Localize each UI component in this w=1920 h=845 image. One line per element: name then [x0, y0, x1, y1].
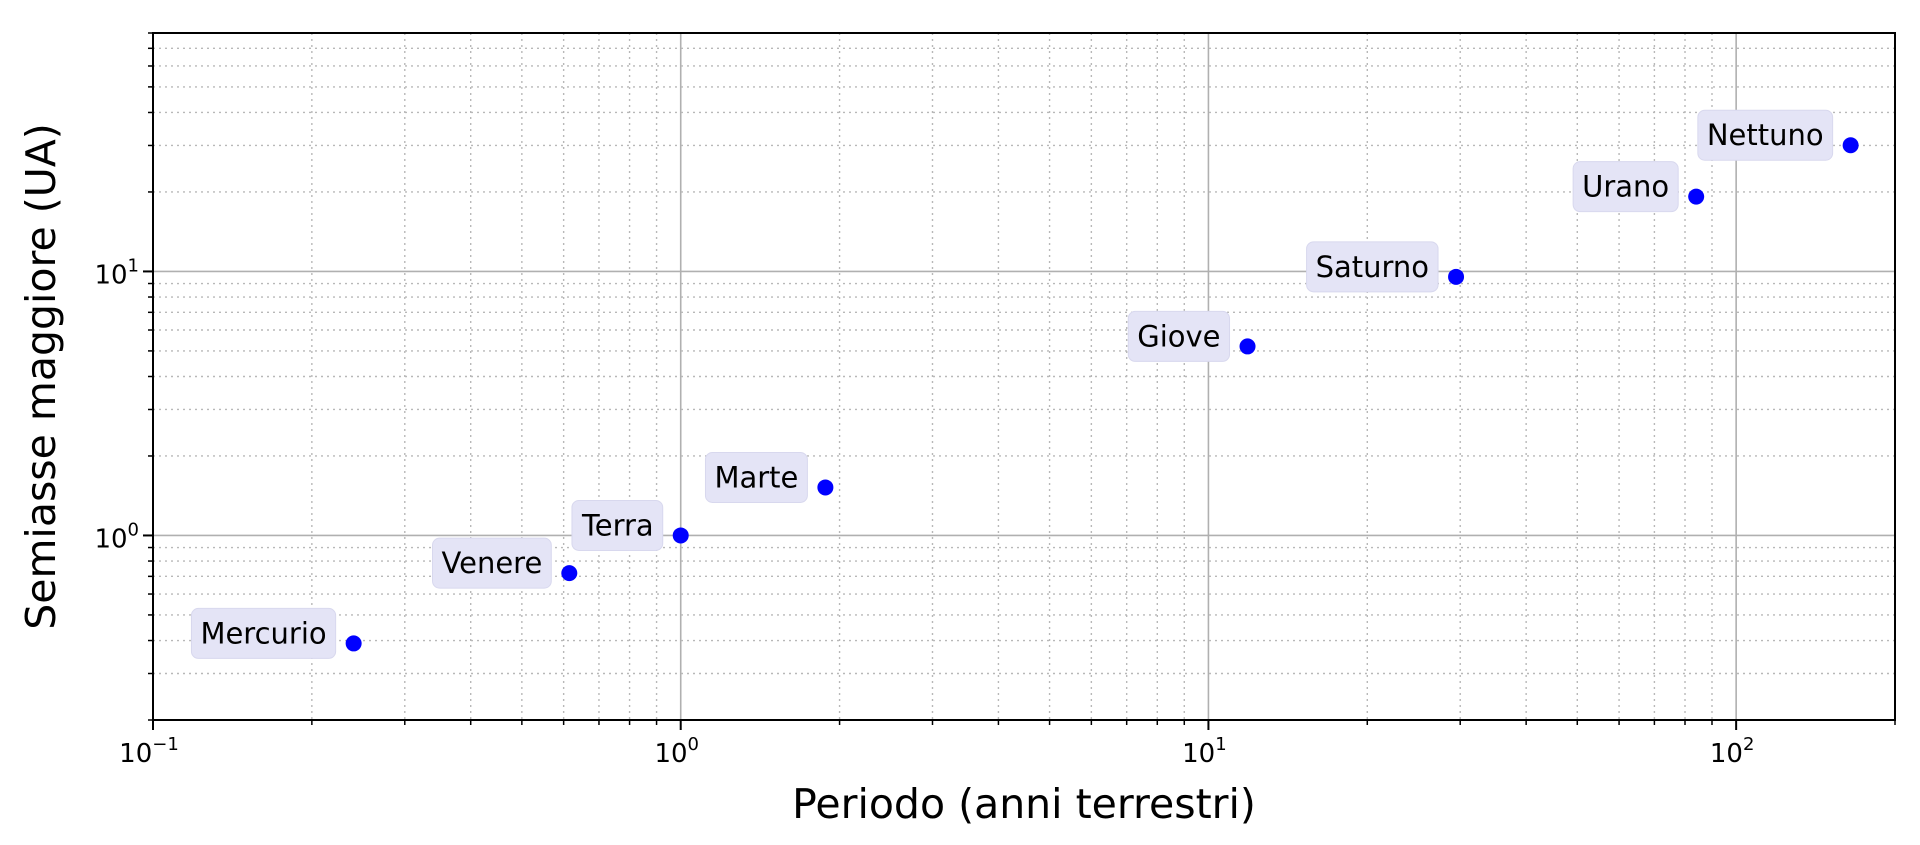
point-label-box — [1127, 310, 1231, 362]
point-label-text: Giove — [1137, 319, 1220, 353]
data-points — [345, 137, 1859, 652]
x-tick-label: 102 — [1710, 734, 1755, 769]
point-label-text: Mercurio — [200, 616, 326, 650]
data-point — [1448, 268, 1465, 285]
point-label-box — [1306, 241, 1439, 293]
y-axis-title: Semiasse maggiore (UA) — [17, 123, 65, 630]
point-label-box — [190, 607, 337, 659]
point-label-text: Saturno — [1316, 250, 1429, 284]
data-point — [345, 635, 362, 652]
x-tick-label: 100 — [654, 734, 699, 769]
data-point — [817, 479, 834, 496]
point-label-text: Nettuno — [1707, 118, 1824, 152]
point-label: Giove — [1127, 310, 1231, 362]
point-labels: Mercurio Venere Terra Marte Giove Saturno Uran… — [190, 109, 1834, 659]
x-tick-label: 101 — [1182, 734, 1227, 769]
plot-frame — [152, 32, 1896, 721]
point-label-box — [1697, 109, 1834, 161]
data-point — [672, 527, 689, 544]
y-tick-label: 100 — [94, 519, 139, 554]
grid — [152, 32, 1896, 721]
point-label-text: Urano — [1582, 170, 1669, 204]
point-label: Venere — [432, 537, 552, 589]
point-label-box — [1572, 161, 1679, 213]
data-point — [1842, 137, 1859, 154]
axis-ticks: 10−1 100 101 102 100 101 — [94, 32, 1896, 769]
point-label: Saturno — [1306, 241, 1439, 293]
point-label-text: Venere — [442, 546, 543, 580]
point-label-text: Terra — [581, 508, 654, 542]
data-point — [561, 565, 578, 582]
point-label: Mercurio — [190, 607, 337, 659]
x-tick-label: 10−1 — [119, 734, 179, 769]
point-label: Marte — [704, 451, 808, 503]
point-label-text: Marte — [714, 460, 798, 494]
point-label: Terra — [571, 499, 664, 551]
y-tick-label: 101 — [94, 255, 139, 290]
point-label-box — [432, 537, 552, 589]
point-label: Urano — [1572, 161, 1679, 213]
point-label: Nettuno — [1697, 109, 1834, 161]
x-axis-title: Periodo (anni terrestri) — [792, 780, 1256, 828]
point-label-box — [571, 499, 664, 551]
data-point — [1239, 338, 1256, 355]
data-point — [1688, 188, 1705, 205]
point-label-box — [704, 451, 808, 503]
